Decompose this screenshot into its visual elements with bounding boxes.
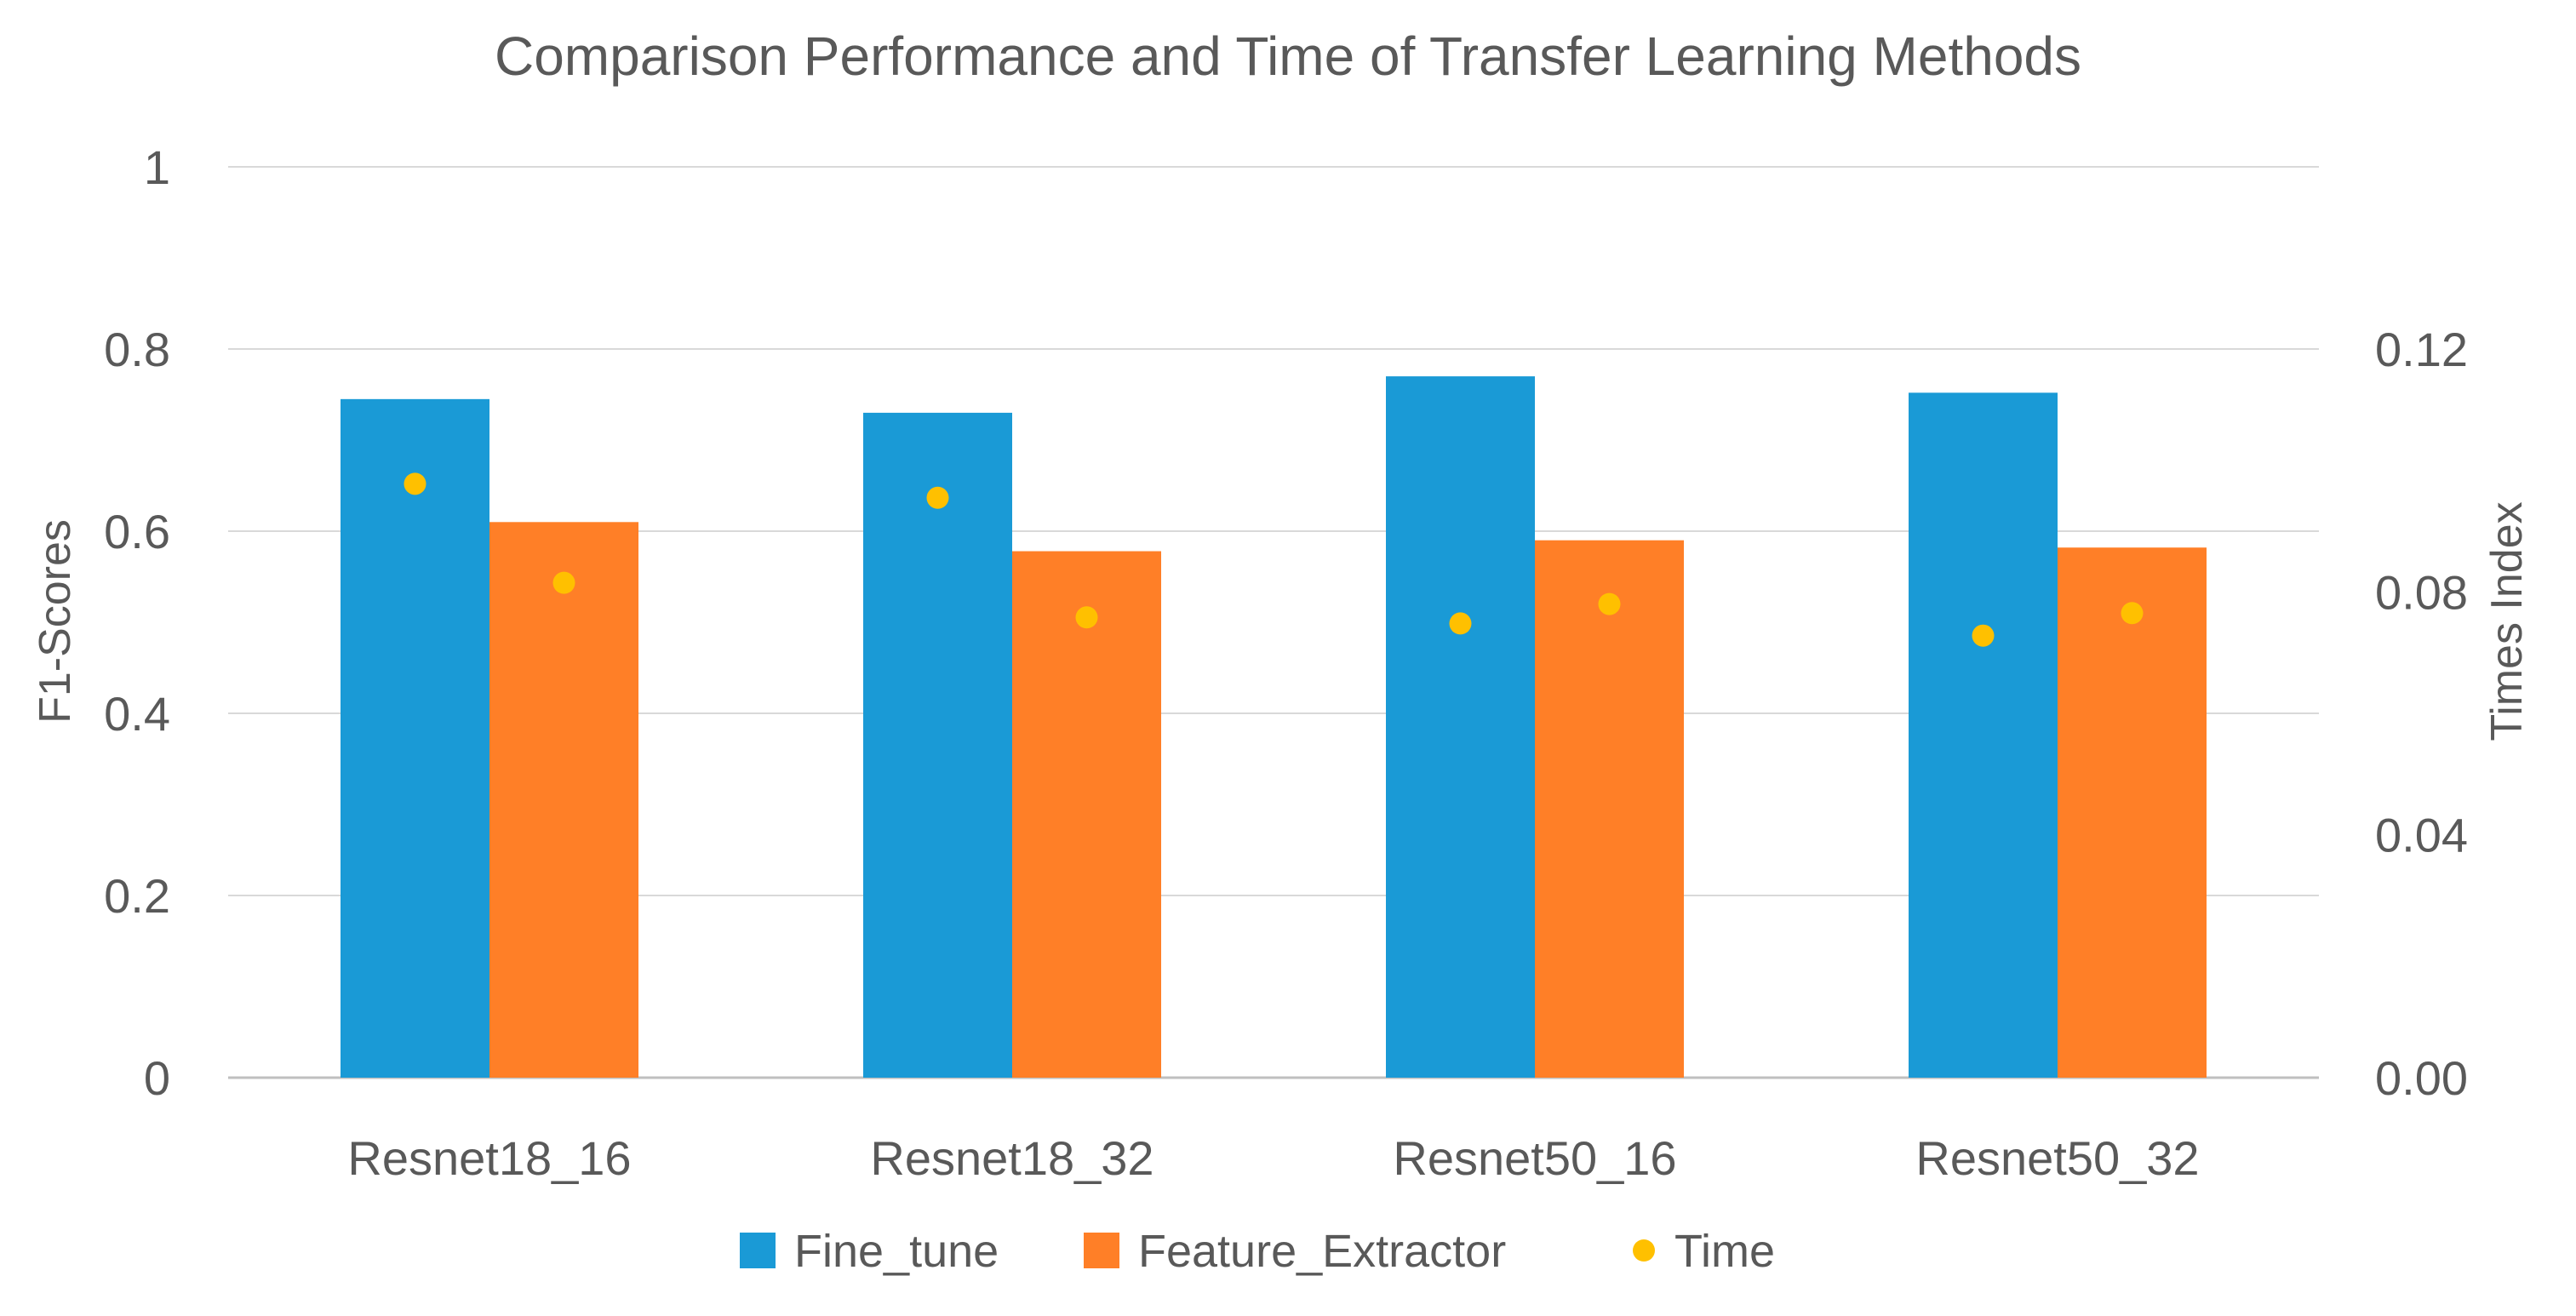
bar — [1386, 376, 1535, 1079]
time-point — [1972, 624, 1995, 647]
legend-marker — [1633, 1239, 1655, 1262]
x-tick-label: Resnet50_32 — [1915, 1131, 2199, 1185]
y-tick-label: 0.8 — [104, 323, 170, 376]
bar — [1535, 540, 1684, 1078]
time-point — [1598, 592, 1621, 615]
y-tick-label: 0.2 — [104, 869, 170, 923]
legend: Fine_tune Feature_Extractor Time — [740, 1226, 1775, 1277]
legend-label: Time — [1674, 1226, 1775, 1277]
x-tick-label: Resnet18_16 — [347, 1131, 631, 1185]
legend-swatch — [740, 1233, 776, 1268]
legend-label: Fine_tune — [794, 1226, 999, 1277]
bar — [489, 522, 638, 1078]
y2-tick-label: 0.00 — [2375, 1051, 2468, 1105]
right-axis: 0.00 0.04 0.08 0.12 — [2375, 323, 2468, 1105]
time-point — [404, 472, 426, 495]
y-axis-title: F1-Scores — [31, 519, 80, 724]
y-tick-label: 0.4 — [104, 687, 170, 741]
chart-title: Comparison Performance and Time of Trans… — [495, 26, 2081, 87]
legend-label: Feature_Extractor — [1138, 1226, 1506, 1277]
bar — [863, 412, 1012, 1078]
bar — [2058, 547, 2207, 1078]
y2-tick-label: 0.12 — [2375, 323, 2468, 376]
bar — [1909, 392, 2058, 1078]
y2-tick-label: 0.04 — [2375, 809, 2468, 862]
legend-swatch — [1084, 1233, 1119, 1268]
time-point — [1075, 606, 1098, 629]
time-point — [1449, 612, 1472, 635]
y2-tick-label: 0.08 — [2375, 565, 2468, 619]
x-tick-label: Resnet50_16 — [1393, 1131, 1676, 1185]
y-tick-label: 0.6 — [104, 505, 170, 558]
time-point — [926, 486, 949, 509]
y-tick-label: 1 — [144, 140, 170, 194]
y2-axis-title: Times Index — [2482, 501, 2532, 741]
time-point — [2121, 602, 2144, 625]
points — [404, 472, 2144, 647]
bar — [341, 398, 489, 1079]
x-axis: Resnet18_16 Resnet18_32 Resnet50_16 Resnet5… — [347, 1131, 2199, 1185]
time-point — [552, 571, 575, 594]
y-tick-label: 0 — [144, 1051, 170, 1105]
bar — [1012, 551, 1161, 1078]
bars — [341, 376, 2207, 1079]
x-tick-label: Resnet18_32 — [870, 1131, 1153, 1185]
left-axis: 0 0.2 0.4 0.6 0.8 1 — [104, 140, 170, 1105]
